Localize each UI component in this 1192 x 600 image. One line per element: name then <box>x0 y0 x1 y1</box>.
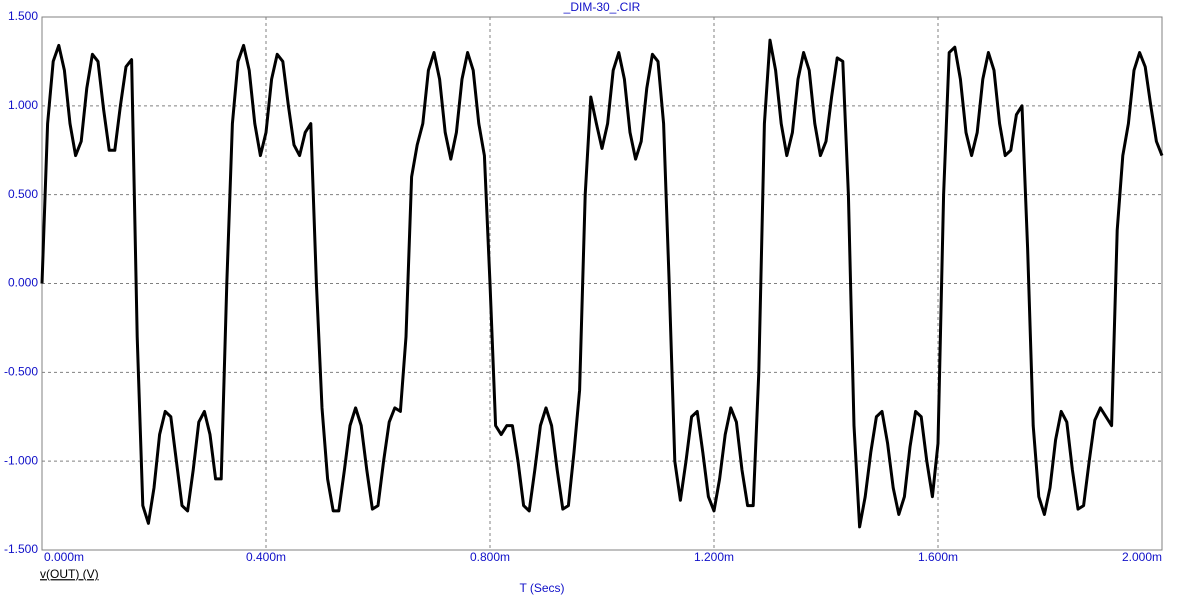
y-tick-label: -1.000 <box>4 453 38 467</box>
y-tick-label: 1.500 <box>8 9 38 23</box>
y-tick-label: 1.000 <box>8 98 38 112</box>
x-tick-label: 1.600m <box>918 550 958 564</box>
y-tick-label: 0.000 <box>8 276 38 290</box>
legend-entry: v(OUT) (V) <box>40 567 99 581</box>
x-tick-label: 1.200m <box>694 550 734 564</box>
chart-title: _DIM-30_.CIR <box>563 0 641 14</box>
x-tick-label: 0.800m <box>470 550 510 564</box>
y-tick-label: -1.500 <box>4 542 38 556</box>
x-axis-label: T (Secs) <box>519 581 564 595</box>
line-series <box>40 38 1164 529</box>
x-tick-label: 0.400m <box>246 550 286 564</box>
y-tick-label: 0.500 <box>8 187 38 201</box>
x-tick-label: 0.000m <box>44 550 84 564</box>
y-tick-label: -0.500 <box>4 365 38 379</box>
x-tick-label: 2.000m <box>1122 550 1162 564</box>
